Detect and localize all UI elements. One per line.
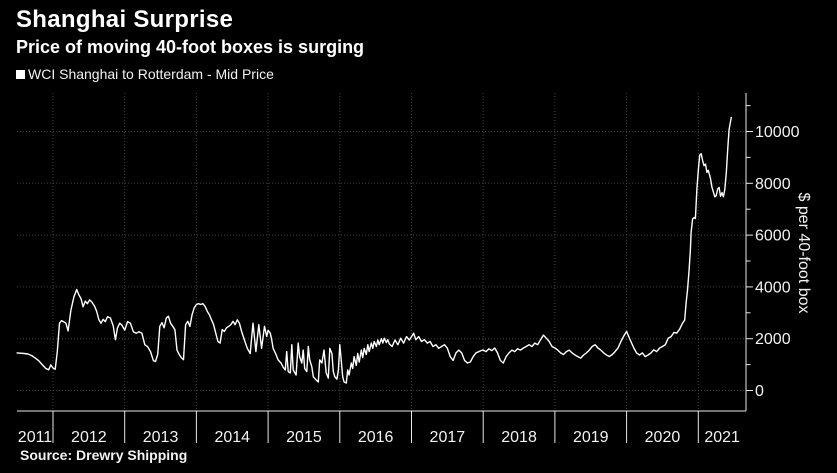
x-tick-label: 2011 <box>18 429 53 446</box>
x-tick-label: 2020 <box>645 429 681 446</box>
page-title: Shanghai Surprise <box>16 6 234 33</box>
legend: WCI Shanghai to Rotterdam - Mid Price <box>16 66 274 82</box>
x-tick-label: 2015 <box>286 429 322 446</box>
price-line <box>16 116 732 384</box>
legend-square-icon <box>16 69 25 79</box>
x-tick-label: 2014 <box>214 429 250 446</box>
y-tick-label: 6000 <box>755 228 791 245</box>
y-tick-label: 2000 <box>755 331 791 348</box>
x-tick-label: 2017 <box>430 429 466 446</box>
chart-subtitle: Price of moving 40-foot boxes is surging <box>16 37 365 57</box>
y-tick-label: 4000 <box>755 279 791 296</box>
x-tick-label: 2016 <box>358 429 394 446</box>
source-note: Source: Drewry Shipping <box>20 447 188 463</box>
y-axis-title: $ per 40-foot box <box>795 192 812 314</box>
x-tick-label: 2019 <box>573 429 609 446</box>
y-tick-label: 8000 <box>755 176 791 193</box>
x-tick-label: 2012 <box>71 429 107 446</box>
x-tick-label: 2021 <box>704 429 740 446</box>
x-tick-label: 2018 <box>501 429 537 446</box>
x-tick-label: 2013 <box>143 429 179 446</box>
y-tick-label: 0 <box>755 383 764 400</box>
legend-label: WCI Shanghai to Rotterdam - Mid Price <box>28 66 274 82</box>
y-tick-label: 10000 <box>755 124 800 141</box>
